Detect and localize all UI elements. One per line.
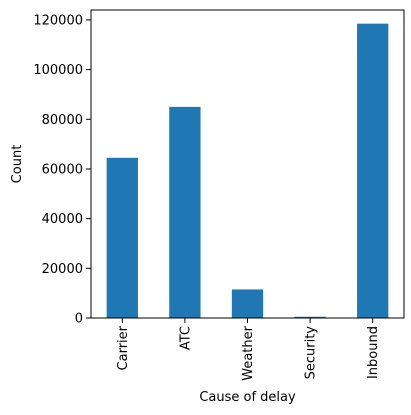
plot-frame — [90, 9, 405, 319]
y-tick-label: 100000 — [33, 63, 83, 78]
bar-inbound — [357, 23, 389, 319]
x-tick-label-weather: Weather — [241, 325, 256, 380]
bar-atc — [169, 106, 201, 318]
y-axis-ticks: 0 20000 40000 60000 80000 100000 120000 — [33, 13, 91, 327]
x-tick-label-atc: ATC — [178, 326, 193, 350]
x-tick-label-carrier: Carrier — [116, 325, 131, 370]
y-tick-label: 60000 — [42, 162, 83, 177]
bar-security — [294, 316, 326, 318]
y-axis-label: Count — [10, 145, 25, 184]
y-tick-label: 40000 — [42, 212, 83, 227]
x-axis-ticks: Carrier ATC Weather Security Inbound — [116, 318, 381, 381]
y-tick-label: 0 — [75, 312, 83, 327]
bars-group — [106, 23, 389, 319]
x-tick-label-inbound: Inbound — [366, 326, 381, 379]
bar-carrier — [106, 157, 138, 318]
y-tick-label: 80000 — [42, 113, 83, 128]
y-tick-label: 20000 — [42, 262, 83, 277]
y-tick-label: 120000 — [33, 13, 83, 28]
bar-weather — [231, 289, 264, 318]
x-axis-label: Cause of delay — [199, 390, 296, 405]
x-tick-label-security: Security — [304, 326, 319, 380]
